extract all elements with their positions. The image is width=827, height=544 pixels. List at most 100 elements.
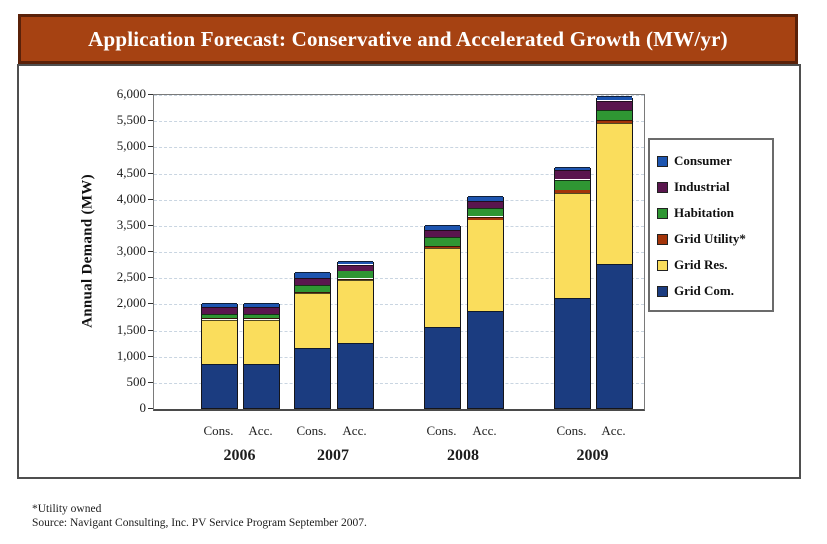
bar-segment-grid-res-: [597, 123, 632, 264]
stacked-bar-2008-cons-: [424, 225, 461, 409]
x-label-2008-cons-: Cons.: [426, 423, 457, 438]
legend-swatch-consumer: [657, 155, 668, 167]
gridline: [154, 121, 644, 123]
legend-swatch-grid-com-: [657, 285, 668, 297]
legend-item: Industrial: [657, 174, 765, 200]
stacked-bar-2007-acc-: [337, 261, 374, 409]
y-tick-mark: [148, 146, 153, 148]
y-tick-mark: [148, 355, 153, 357]
gridline: [154, 95, 644, 96]
stacked-bar-2006-cons-: [201, 303, 238, 409]
y-tick-mark: [148, 172, 153, 174]
year-label-2008: 2008: [447, 447, 479, 464]
title-bar: Application Forecast: Conservative and A…: [18, 14, 798, 64]
bar-segment-consumer: [244, 303, 279, 307]
bar-segment-habitation: [202, 314, 237, 318]
bar-segment-grid-utility-: [295, 292, 330, 293]
bar-segment-grid-res-: [468, 219, 503, 311]
bar-segment-industrial: [244, 307, 279, 314]
stacked-bar-2008-acc-: [467, 196, 504, 409]
bar-segment-consumer: [597, 96, 632, 100]
legend-item: Consumer: [657, 148, 765, 174]
bar-segment-habitation: [338, 270, 373, 278]
y-tick-mark: [148, 251, 153, 252]
bar-segment-industrial: [202, 307, 237, 314]
bar-segment-habitation: [597, 110, 632, 120]
bar-segment-consumer: [295, 272, 330, 278]
legend-label: Grid Com.: [674, 283, 734, 298]
gridline: [154, 147, 644, 149]
gridline: [154, 173, 644, 175]
x-label-2007-acc-: Acc.: [342, 423, 367, 438]
bar-segment-industrial: [597, 101, 632, 110]
y-tick-label: 2,000: [116, 295, 146, 311]
bar-segment-grid-com-: [425, 327, 460, 408]
footnote-utility: *Utility owned: [32, 503, 102, 515]
y-tick-label: 500: [126, 373, 147, 389]
bar-segment-grid-res-: [244, 320, 279, 364]
x-label-2009-cons-: Cons.: [556, 423, 587, 438]
y-tick-mark: [148, 408, 153, 409]
y-axis-title: Annual Demand (MW): [79, 174, 96, 328]
bar-segment-grid-com-: [468, 311, 503, 408]
y-tick-label: 3,000: [116, 243, 146, 258]
bar-segment-grid-com-: [295, 348, 330, 408]
gridline: [154, 252, 644, 253]
stacked-bar-2006-acc-: [243, 303, 280, 409]
y-tick-mark: [148, 329, 153, 331]
x-label-2008-acc-: Acc.: [472, 423, 497, 438]
bar-segment-grid-com-: [597, 264, 632, 408]
bar-segment-consumer: [338, 261, 373, 264]
y-tick-label: 0: [139, 400, 147, 415]
year-label-2006: 2006: [223, 447, 256, 464]
bar-segment-grid-utility-: [425, 246, 460, 248]
bar-segment-grid-com-: [338, 343, 373, 408]
stacked-bar-2009-acc-: [596, 96, 633, 409]
bar-segment-industrial: [555, 170, 590, 179]
bar-segment-habitation: [555, 180, 590, 190]
bar-segment-industrial: [468, 201, 503, 208]
y-tick-mark: [148, 198, 153, 200]
y-tick-label: 1,500: [116, 321, 146, 337]
legend-item: Grid Utility*: [657, 226, 765, 252]
legend-item: Grid Com.: [657, 278, 765, 304]
y-tick-label: 4,000: [116, 190, 146, 206]
x-label-2006-acc-: Acc.: [248, 423, 273, 438]
legend-label: Habitation: [674, 205, 734, 220]
bar-segment-consumer: [468, 196, 503, 201]
legend-label: Industrial: [674, 179, 730, 194]
gridline: [154, 225, 644, 227]
bar-segment-industrial: [295, 278, 330, 285]
bar-segment-grid-utility-: [468, 217, 503, 220]
bar-segment-industrial: [338, 265, 373, 271]
legend-swatch-grid-res-: [657, 259, 668, 271]
bar-segment-habitation: [295, 285, 330, 292]
bar-segment-habitation: [244, 314, 279, 318]
gridline: [154, 304, 644, 306]
gridline: [154, 330, 644, 332]
bar-segment-grid-com-: [202, 364, 237, 408]
gridline: [154, 382, 644, 384]
bar-segment-consumer: [555, 167, 590, 170]
y-tick-mark: [148, 94, 153, 95]
bar-segment-grid-res-: [555, 193, 590, 298]
bar-segment-grid-com-: [555, 298, 590, 408]
y-tick-label: 4,500: [116, 164, 146, 180]
footer: *Utility owned Source: Navigant Consulti…: [32, 502, 367, 530]
y-tick-mark: [148, 277, 153, 279]
bar-segment-grid-res-: [338, 280, 373, 343]
y-tick-mark: [148, 381, 153, 383]
bar-segment-habitation: [425, 237, 460, 246]
gridline: [154, 278, 644, 280]
bar-segment-grid-com-: [244, 364, 279, 408]
bar-segment-grid-res-: [425, 248, 460, 327]
bar-segment-consumer: [425, 225, 460, 230]
stacked-bar-2007-cons-: [294, 272, 331, 409]
y-tick-mark: [148, 224, 153, 226]
x-label-2007-cons-: Cons.: [296, 423, 327, 438]
footnote-source: Source: Navigant Consulting, Inc. PV Ser…: [32, 517, 367, 529]
y-tick-mark: [148, 303, 153, 305]
year-label-2009: 2009: [576, 447, 609, 464]
legend-item: Habitation: [657, 200, 765, 226]
